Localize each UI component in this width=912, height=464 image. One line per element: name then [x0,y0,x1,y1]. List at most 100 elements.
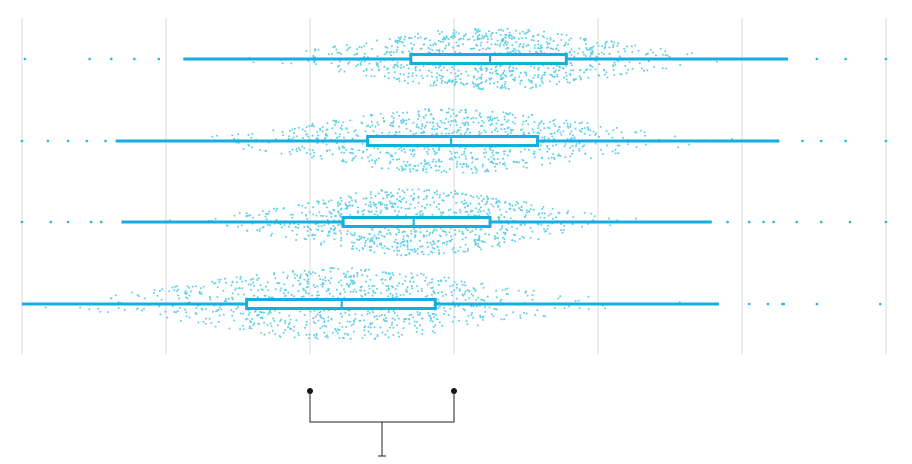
density-point [385,191,388,194]
density-point [397,125,400,128]
density-point [477,238,480,241]
density-point [351,159,354,162]
density-point [320,157,323,160]
density-point [313,309,316,312]
density-point [475,299,478,301]
density-point [495,197,498,200]
density-point [398,147,401,150]
density-point [253,284,256,287]
density-point [406,241,409,244]
density-point [462,250,465,253]
density-point [519,316,522,319]
density-point [280,287,283,290]
density-point [569,132,572,135]
density-point [580,130,583,133]
density-point [470,314,473,316]
density-point [356,275,359,278]
density-point [477,245,479,248]
density-point [462,35,465,38]
density-point [425,276,428,279]
density-point [449,150,452,153]
outlier-point [66,220,70,224]
density-point [501,123,504,126]
density-point [376,335,379,338]
density-point [553,132,556,135]
density-point [305,238,308,241]
outlier-point [23,57,27,61]
density-point [472,82,475,85]
density-point [367,310,369,313]
density-point [549,162,552,165]
density-point [409,130,412,132]
density-point [421,212,424,215]
density-point [486,212,488,215]
density-point [478,49,481,51]
density-point [400,254,403,257]
density-point [348,201,351,204]
density-point [443,312,446,315]
density-point [351,137,354,140]
density-point [514,29,517,32]
density-point [337,65,339,68]
density-point [291,128,294,131]
density-point [346,49,348,52]
density-point [312,213,315,216]
density-point [393,318,396,321]
density-point [419,231,422,234]
density-point [381,246,384,249]
density-point [449,115,452,118]
density-point [237,306,239,308]
density-point [302,288,305,291]
density-point [337,224,340,227]
density-point [360,285,363,288]
density-point [420,162,423,165]
density-point [293,127,296,130]
density-point [532,289,535,292]
density-point [426,152,429,155]
density-point [415,65,417,68]
density-point [299,273,302,276]
density-point [348,285,350,288]
density-point [484,232,487,235]
density-point [414,67,417,70]
density-point [572,216,575,218]
density-point [389,276,392,279]
density-point [452,112,455,115]
density-point [373,326,376,329]
density-point [480,194,483,197]
density-point [427,51,430,54]
density-point [387,288,390,291]
density-point [377,123,380,126]
density-point [216,296,219,298]
density-point [323,309,325,312]
density-point [551,48,554,51]
density-point [543,71,546,74]
density-point [313,334,316,336]
density-point [383,53,386,56]
density-point [393,71,396,74]
density-point [269,322,272,325]
density-point [467,123,470,126]
density-point [439,211,442,214]
density-point [385,194,388,197]
density-point [476,169,479,172]
density-point [343,70,346,73]
density-point [599,125,602,128]
density-point [386,196,389,199]
density-point [564,41,567,44]
density-point [363,270,366,272]
density-point [338,70,341,73]
density-point [262,226,265,228]
density-point [363,55,365,58]
density-point [303,237,306,240]
density-point [331,53,334,55]
density-point [411,287,414,290]
density-point [493,237,496,240]
density-point [290,62,293,65]
density-point [498,208,501,211]
density-point [396,61,399,64]
density-point [491,197,494,200]
density-point [325,134,328,137]
density-point [401,41,404,44]
density-point [336,136,339,139]
